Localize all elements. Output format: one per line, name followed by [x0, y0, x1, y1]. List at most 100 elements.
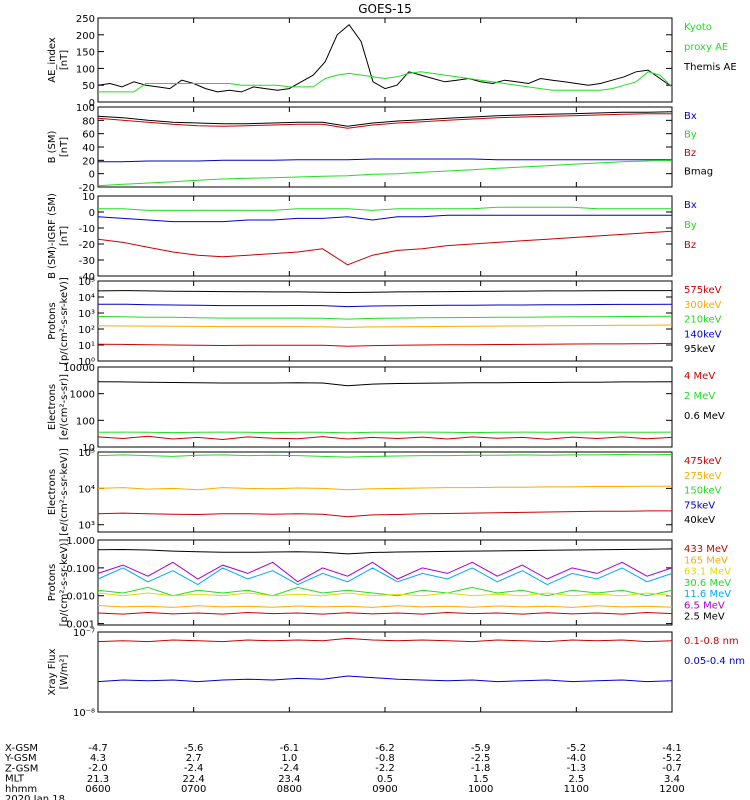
bottom-axis-value: -2.4: [184, 763, 204, 774]
ytick-label: 10⁻⁸: [73, 708, 95, 719]
series-line-4-mev: [97, 381, 673, 387]
bottom-axis-value: 0700: [181, 784, 206, 795]
bottom-axis-value: 0.5: [377, 774, 393, 785]
bottom-row-label: MLT: [5, 774, 25, 785]
bottom-axis-value: -2.0: [88, 763, 108, 774]
ytick-label: 10⁰: [78, 357, 95, 368]
legend-label: 275keV: [684, 471, 722, 482]
legend-label: proxy AE: [684, 42, 728, 53]
ytick-label: 60: [82, 130, 95, 141]
legend-label: 30.6 MeV: [684, 578, 731, 589]
ytick-label: 80: [82, 116, 95, 127]
legend-label: Bz: [684, 148, 696, 159]
ytick-label: 0.100: [66, 564, 95, 575]
ylabel-line2: [nT]: [59, 137, 70, 157]
ytick-label: 1000: [70, 390, 95, 401]
legend-label: 0.1-0.8 nm: [684, 636, 739, 647]
ytick-label: 10³: [78, 309, 95, 320]
bottom-axis-value: 0800: [277, 784, 302, 795]
ytick-label: -20: [79, 240, 95, 251]
bottom-axis-value: 22.4: [183, 774, 205, 785]
series-line-by: [98, 206, 672, 211]
bottom-row-label: hhmm: [5, 784, 37, 795]
ytick-label: 0.010: [66, 592, 95, 603]
bottom-axis-value: -0.7: [662, 763, 682, 774]
legend-label: 75keV: [684, 500, 715, 511]
series-line-95kev: [97, 342, 673, 347]
ytick-label: 250: [76, 14, 95, 25]
series-line-0-6-mev: [97, 435, 673, 441]
legend-label: 300keV: [684, 300, 722, 311]
bottom-axis-value: -6.1: [280, 743, 300, 754]
bottom-axis-value: -5.2: [662, 753, 682, 764]
ylabel-line1: Electrons: [47, 469, 58, 515]
bottom-axis-value: -2.2: [375, 763, 395, 774]
chart-title: GOES-15: [358, 2, 412, 16]
ytick-label: 0.001: [66, 620, 95, 631]
bottom-axis-value: 21.3: [87, 774, 109, 785]
ytick-label: 10000: [63, 363, 95, 374]
ytick-label: 150: [76, 48, 95, 59]
bottom-axis-value: -4.0: [567, 753, 587, 764]
bottom-row-label: 2020 Jan 18: [5, 794, 65, 800]
legend-label: 2 MeV: [684, 391, 715, 402]
ytick-label: -20: [79, 183, 95, 194]
ytick-label: 10⁵: [78, 277, 95, 288]
ytick-label: 10⁴: [78, 484, 95, 495]
bottom-axis-value: -5.9: [471, 743, 491, 754]
ytick-label: -40: [79, 272, 95, 283]
legend-label: 40keV: [684, 515, 715, 526]
ylabel-line2: [nT]: [59, 50, 70, 70]
bottom-axis-value: 23.4: [278, 774, 300, 785]
ytick-label: 10: [82, 443, 95, 454]
bottom-axis-value: 2.5: [568, 774, 584, 785]
bottom-row-label: Y-GSM: [4, 753, 37, 764]
ytick-label: 10²: [78, 325, 95, 336]
bottom-axis-value: -2.5: [471, 753, 491, 764]
bottom-axis-value: 1.5: [473, 774, 489, 785]
bottom-axis-value: 1200: [659, 784, 684, 795]
legend-label: 575keV: [684, 285, 722, 296]
legend-label: 11.6 MeV: [684, 589, 731, 600]
legend-label: 210keV: [684, 315, 722, 326]
series-line-475kev: [97, 453, 673, 458]
ytick-label: 10¹: [78, 341, 95, 352]
panel-frame-protons1: [97, 280, 673, 362]
legend-label: 95keV: [684, 344, 715, 355]
bottom-axis-value: -2.4: [280, 763, 300, 774]
ytick-label: 10: [82, 192, 95, 203]
series-line-by: [97, 159, 673, 187]
series-line-30-6-mev: [97, 586, 673, 597]
series-line-kyoto-proxy-ae: [98, 71, 673, 93]
series-line-bx: [97, 214, 672, 223]
ytick-label: 0: [89, 98, 95, 109]
ytick-label: 100: [76, 103, 95, 114]
panel-frame-electrons2: [97, 451, 673, 533]
bottom-row-label: Z-GSM: [5, 763, 38, 774]
ylabel-line1: B (SM): [47, 130, 58, 163]
legend-label: 433 MeV: [684, 544, 728, 555]
ylabel-line2: [W/m²]: [59, 654, 70, 689]
bottom-axis-value: -4.1: [662, 743, 682, 754]
ylabel-line1: Protons: [47, 302, 58, 339]
series-line-300kev: [98, 303, 673, 308]
series-line-0-1-0-8-nm: [97, 637, 673, 643]
bottom-axis-value: 0900: [372, 784, 397, 795]
ytick-label: 0: [89, 208, 95, 219]
series-line-6-5-mev: [97, 605, 673, 608]
ylabel-line1: Electrons: [47, 384, 58, 430]
bottom-axis-value: 1.0: [281, 753, 297, 764]
ytick-label: 0: [89, 170, 95, 181]
series-line-bz: [97, 113, 672, 129]
legend-label: 165 MeV: [684, 555, 728, 566]
ytick-label: 200: [76, 31, 95, 42]
series-line-2-5-mev: [97, 611, 673, 615]
bottom-axis-value: -4.7: [88, 743, 108, 754]
series-line-275kev: [97, 485, 672, 491]
series-line-0-05-0-4-nm: [97, 675, 673, 683]
legend-label: Bmag: [684, 167, 713, 178]
series-line-575kev: [97, 290, 672, 294]
bottom-axis-value: -6.2: [375, 743, 395, 754]
bottom-axis-value: 0600: [85, 784, 110, 795]
bottom-axis-value: -5.2: [567, 743, 587, 754]
